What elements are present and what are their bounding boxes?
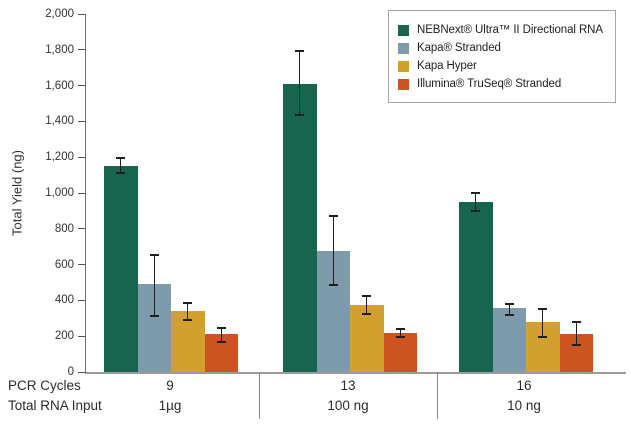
error-bar: [328, 215, 338, 287]
error-bar: [571, 320, 581, 347]
legend-label: Illumina® TruSeq® Stranded: [417, 78, 562, 90]
bar: [383, 332, 417, 372]
y-tick-label: 1,600: [45, 79, 74, 92]
pcr-cycles-value: 13: [340, 378, 356, 393]
y-tick-label: 0: [67, 366, 74, 378]
y-tick-label: 1,200: [45, 151, 74, 164]
y-tick: [78, 299, 85, 301]
y-tick-label: 1,400: [45, 115, 74, 128]
legend-label: NEBNext® Ultra™ II Directional RNA: [417, 24, 603, 36]
rna-input-value: 10 ng: [507, 398, 541, 413]
y-tick: [78, 228, 85, 230]
plot-area: [85, 14, 626, 374]
y-tick: [78, 192, 85, 194]
rna-input-value: 100 ng: [327, 398, 369, 413]
error-bar: [504, 303, 514, 316]
pcr-cycles-value: 9: [166, 378, 174, 393]
y-tick: [78, 49, 85, 51]
group-divider: [437, 372, 438, 419]
y-tick-label: 400: [54, 294, 74, 307]
y-tick-label: 600: [54, 258, 74, 271]
pcr-cycles-row-label: PCR Cycles: [8, 378, 81, 393]
pcr-cycles-value: 16: [516, 378, 532, 393]
legend-row: Kapa Hyper: [398, 57, 611, 75]
rna-input-row-label: Total RNA Input: [8, 398, 102, 413]
legend-label: Kapa® Stranded: [417, 42, 501, 54]
error-bar: [538, 308, 548, 338]
error-bar: [471, 192, 481, 212]
legend-row: NEBNext® Ultra™ II Directional RNA: [398, 21, 611, 39]
y-tick: [78, 264, 85, 266]
bar: [459, 201, 493, 372]
y-tick-label: 200: [54, 330, 74, 343]
legend: NEBNext® Ultra™ II Directional RNA Kapa® …: [388, 10, 616, 103]
y-tick: [78, 120, 85, 122]
legend-swatch: [398, 60, 409, 72]
error-bar: [395, 328, 405, 338]
bar: [350, 304, 384, 372]
y-tick: [78, 13, 85, 15]
legend-swatch: [398, 78, 409, 90]
y-tick: [78, 85, 85, 87]
legend-label: Kapa Hyper: [417, 60, 477, 72]
error-bar: [295, 49, 305, 117]
bar: [283, 83, 317, 372]
y-tick: [78, 371, 85, 373]
y-axis-title: Total Yield (ng): [9, 150, 25, 236]
legend-row: Kapa® Stranded: [398, 39, 611, 57]
bar: [171, 311, 205, 372]
legend-row: Illumina® TruSeq® Stranded: [398, 75, 611, 93]
y-tick: [78, 156, 85, 158]
error-bar: [362, 295, 372, 315]
rna-input-value: 1µg: [158, 398, 182, 413]
error-bar: [216, 327, 226, 344]
y-tick-label: 2,000: [45, 8, 74, 20]
y-tick-label: 800: [54, 222, 74, 235]
legend-swatch: [398, 24, 409, 36]
y-tick-label: 1,800: [45, 43, 74, 56]
bar: [104, 166, 138, 372]
error-bar: [183, 302, 193, 321]
legend-swatch: [398, 42, 409, 54]
y-tick-label: 1,000: [45, 187, 74, 199]
group-divider: [259, 372, 260, 419]
y-tick: [78, 335, 85, 337]
bar: [492, 308, 526, 372]
error-bar: [116, 157, 126, 175]
error-bar: [149, 253, 159, 317]
